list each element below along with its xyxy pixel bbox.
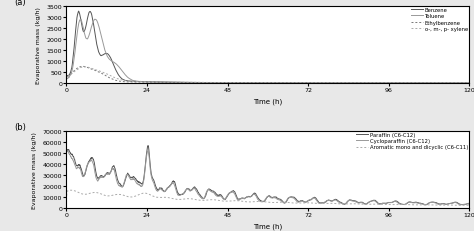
o-, m-, p- xylene	[108, 75, 114, 78]
Paraffin (C6-C12)	[108, 171, 113, 174]
Benzene	[64, 79, 69, 82]
Y-axis label: Evaporative mass (kg/h): Evaporative mass (kg/h)	[32, 131, 37, 208]
o-, m-, p- xylene	[405, 82, 410, 85]
Aromatic mono and dicyclic (C6-C11)	[95, 191, 100, 194]
Ethylbenzene	[64, 79, 69, 82]
Cycloparaffin (C6-C12)	[65, 149, 71, 152]
o-, m-, p- xylene	[466, 82, 472, 85]
X-axis label: Time (h): Time (h)	[253, 222, 283, 229]
Text: (b): (b)	[14, 123, 26, 132]
Ethylbenzene	[95, 71, 100, 73]
Ethylbenzene	[119, 81, 125, 83]
Ethylbenzene	[108, 78, 114, 80]
Toluene	[95, 22, 100, 25]
Paraffin (C6-C12)	[119, 185, 125, 188]
o-, m-, p- xylene	[119, 79, 125, 82]
Toluene	[108, 60, 114, 62]
Aromatic mono and dicyclic (C6-C11)	[246, 201, 252, 204]
Cycloparaffin (C6-C12)	[95, 180, 100, 183]
Cycloparaffin (C6-C12)	[246, 196, 252, 198]
Benzene	[76, 11, 82, 13]
Line: Paraffin (C6-C12): Paraffin (C6-C12)	[66, 146, 469, 205]
Aromatic mono and dicyclic (C6-C11)	[64, 198, 69, 201]
Toluene	[92, 19, 98, 21]
Paraffin (C6-C12)	[95, 176, 100, 179]
Benzene	[95, 48, 100, 50]
Ethylbenzene	[405, 82, 410, 85]
Cycloparaffin (C6-C12)	[405, 201, 410, 204]
Ethylbenzene	[466, 82, 472, 85]
Toluene	[466, 82, 472, 85]
Aromatic mono and dicyclic (C6-C11)	[119, 194, 125, 196]
o-, m-, p- xylene	[74, 69, 80, 71]
Ethylbenzene	[246, 82, 252, 85]
Cycloparaffin (C6-C12)	[64, 169, 69, 172]
X-axis label: Time (h): Time (h)	[253, 98, 283, 105]
o-, m-, p- xylene	[95, 70, 100, 73]
Aromatic mono and dicyclic (C6-C11)	[75, 191, 81, 194]
o-, m-, p- xylene	[81, 66, 86, 69]
Toluene	[246, 82, 252, 85]
o-, m-, p- xylene	[246, 82, 252, 85]
Y-axis label: Evaporative mass (kg/h): Evaporative mass (kg/h)	[36, 7, 41, 84]
Toluene	[74, 31, 80, 34]
Cycloparaffin (C6-C12)	[75, 167, 81, 169]
Line: Benzene: Benzene	[66, 12, 469, 84]
Cycloparaffin (C6-C12)	[466, 204, 472, 206]
Aromatic mono and dicyclic (C6-C11)	[405, 204, 410, 206]
Paraffin (C6-C12)	[405, 201, 410, 204]
Line: Ethylbenzene: Ethylbenzene	[66, 67, 469, 84]
Aromatic mono and dicyclic (C6-C11)	[466, 205, 472, 208]
Aromatic mono and dicyclic (C6-C11)	[69, 189, 74, 192]
Aromatic mono and dicyclic (C6-C11)	[108, 195, 114, 197]
o-, m-, p- xylene	[64, 79, 69, 82]
Paraffin (C6-C12)	[466, 204, 472, 206]
Ethylbenzene	[74, 67, 80, 70]
Benzene	[405, 82, 410, 85]
Line: Cycloparaffin (C6-C12): Cycloparaffin (C6-C12)	[66, 151, 469, 205]
Paraffin (C6-C12)	[64, 170, 69, 173]
Legend: Benzene, Toluene, Ethylbenzene, o-, m-, p- xylene: Benzene, Toluene, Ethylbenzene, o-, m-, …	[411, 8, 468, 32]
Ethylbenzene	[80, 66, 85, 68]
Cycloparaffin (C6-C12)	[108, 171, 114, 174]
Legend: Paraffin (C6-C12), Cycloparaffin (C6-C12), Aromatic mono and dicyclic (C6-C11): Paraffin (C6-C12), Cycloparaffin (C6-C12…	[356, 132, 468, 150]
Line: o-, m-, p- xylene: o-, m-, p- xylene	[66, 67, 469, 84]
Line: Aromatic mono and dicyclic (C6-C11): Aromatic mono and dicyclic (C6-C11)	[66, 190, 469, 206]
Line: Toluene: Toluene	[66, 20, 469, 84]
Cycloparaffin (C6-C12)	[119, 186, 125, 188]
Toluene	[64, 80, 69, 82]
Benzene	[246, 82, 252, 85]
Paraffin (C6-C12)	[74, 165, 80, 168]
Paraffin (C6-C12)	[246, 195, 252, 198]
Cycloparaffin (C6-C12)	[422, 204, 428, 206]
Text: (a): (a)	[14, 0, 26, 7]
Paraffin (C6-C12)	[146, 145, 151, 147]
Benzene	[74, 15, 80, 17]
Toluene	[405, 82, 410, 85]
Toluene	[119, 70, 125, 73]
Benzene	[108, 58, 114, 60]
Benzene	[466, 82, 472, 85]
Benzene	[119, 78, 125, 81]
